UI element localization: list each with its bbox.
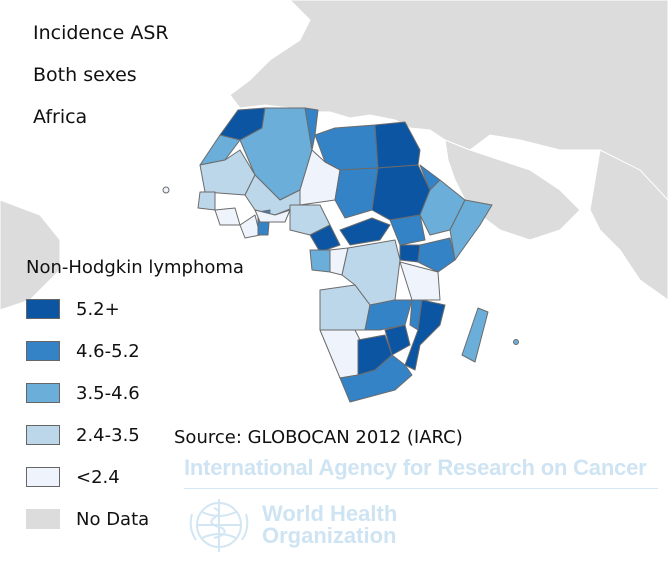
legend-label: 2.4-3.5 [76,424,140,446]
legend-item: 2.4-3.5 [26,424,140,446]
country-cameroon [309,224,341,253]
legend-item: <2.4 [26,466,120,488]
legend-label: 5.2+ [76,298,120,320]
who-line-1: World Health [262,501,398,526]
country-burkina-faso [254,209,291,223]
legend-swatch [26,425,60,445]
legend-title: Non-Hodgkin lymphoma [26,257,244,278]
arabia-land [444,139,581,241]
legend-label: 3.5-4.6 [76,382,140,404]
country-uganda [399,244,421,263]
who-watermark: World Health Organization [262,503,397,547]
legend-swatch [26,383,60,403]
legend-item: 3.5-4.6 [26,382,140,404]
region-label: Africa [33,106,88,128]
legend-item: 5.2+ [26,298,120,320]
legend-label: No Data [76,508,150,530]
island-mauritius [513,339,519,345]
iarc-watermark: International Agency for Research on Can… [184,455,647,480]
legend-label: <2.4 [76,466,120,488]
country-south-africa [339,354,413,403]
country-kenya [417,237,456,273]
sex-label: Both sexes [33,64,137,86]
legend-swatch [26,299,60,319]
country-gabon [309,249,331,273]
country-ivory-coast [239,214,261,239]
country-zimbabwe [384,324,411,356]
country-tanzania [399,261,441,301]
watermark-divider [184,488,658,489]
country-mozambique [404,299,446,371]
country-chad [334,167,379,219]
country-madagascar [461,307,489,363]
background-land [0,0,668,311]
who-emblem-icon [189,499,249,552]
legend-item: 4.6-5.2 [26,340,140,362]
measure-label: Incidence ASR [33,22,169,44]
legend-swatch [26,509,60,529]
africa-countries [197,107,493,403]
island-cape-verde [162,186,170,194]
legend-swatch [26,341,60,361]
country-senegal [197,191,216,211]
who-line-2: Organization [262,523,397,548]
legend-swatch [26,467,60,487]
country-south-sudan [389,214,426,246]
country-egypt [374,121,421,169]
asia-east-land [589,149,668,301]
country-namibia [319,329,361,379]
americas-land [0,199,61,311]
country-guinea [214,207,241,226]
country-car [339,217,391,246]
legend-item: No Data [26,508,149,530]
source-credit: Source: GLOBOCAN 2012 (IARC) [174,427,463,448]
legend-label: 4.6-5.2 [76,340,140,362]
